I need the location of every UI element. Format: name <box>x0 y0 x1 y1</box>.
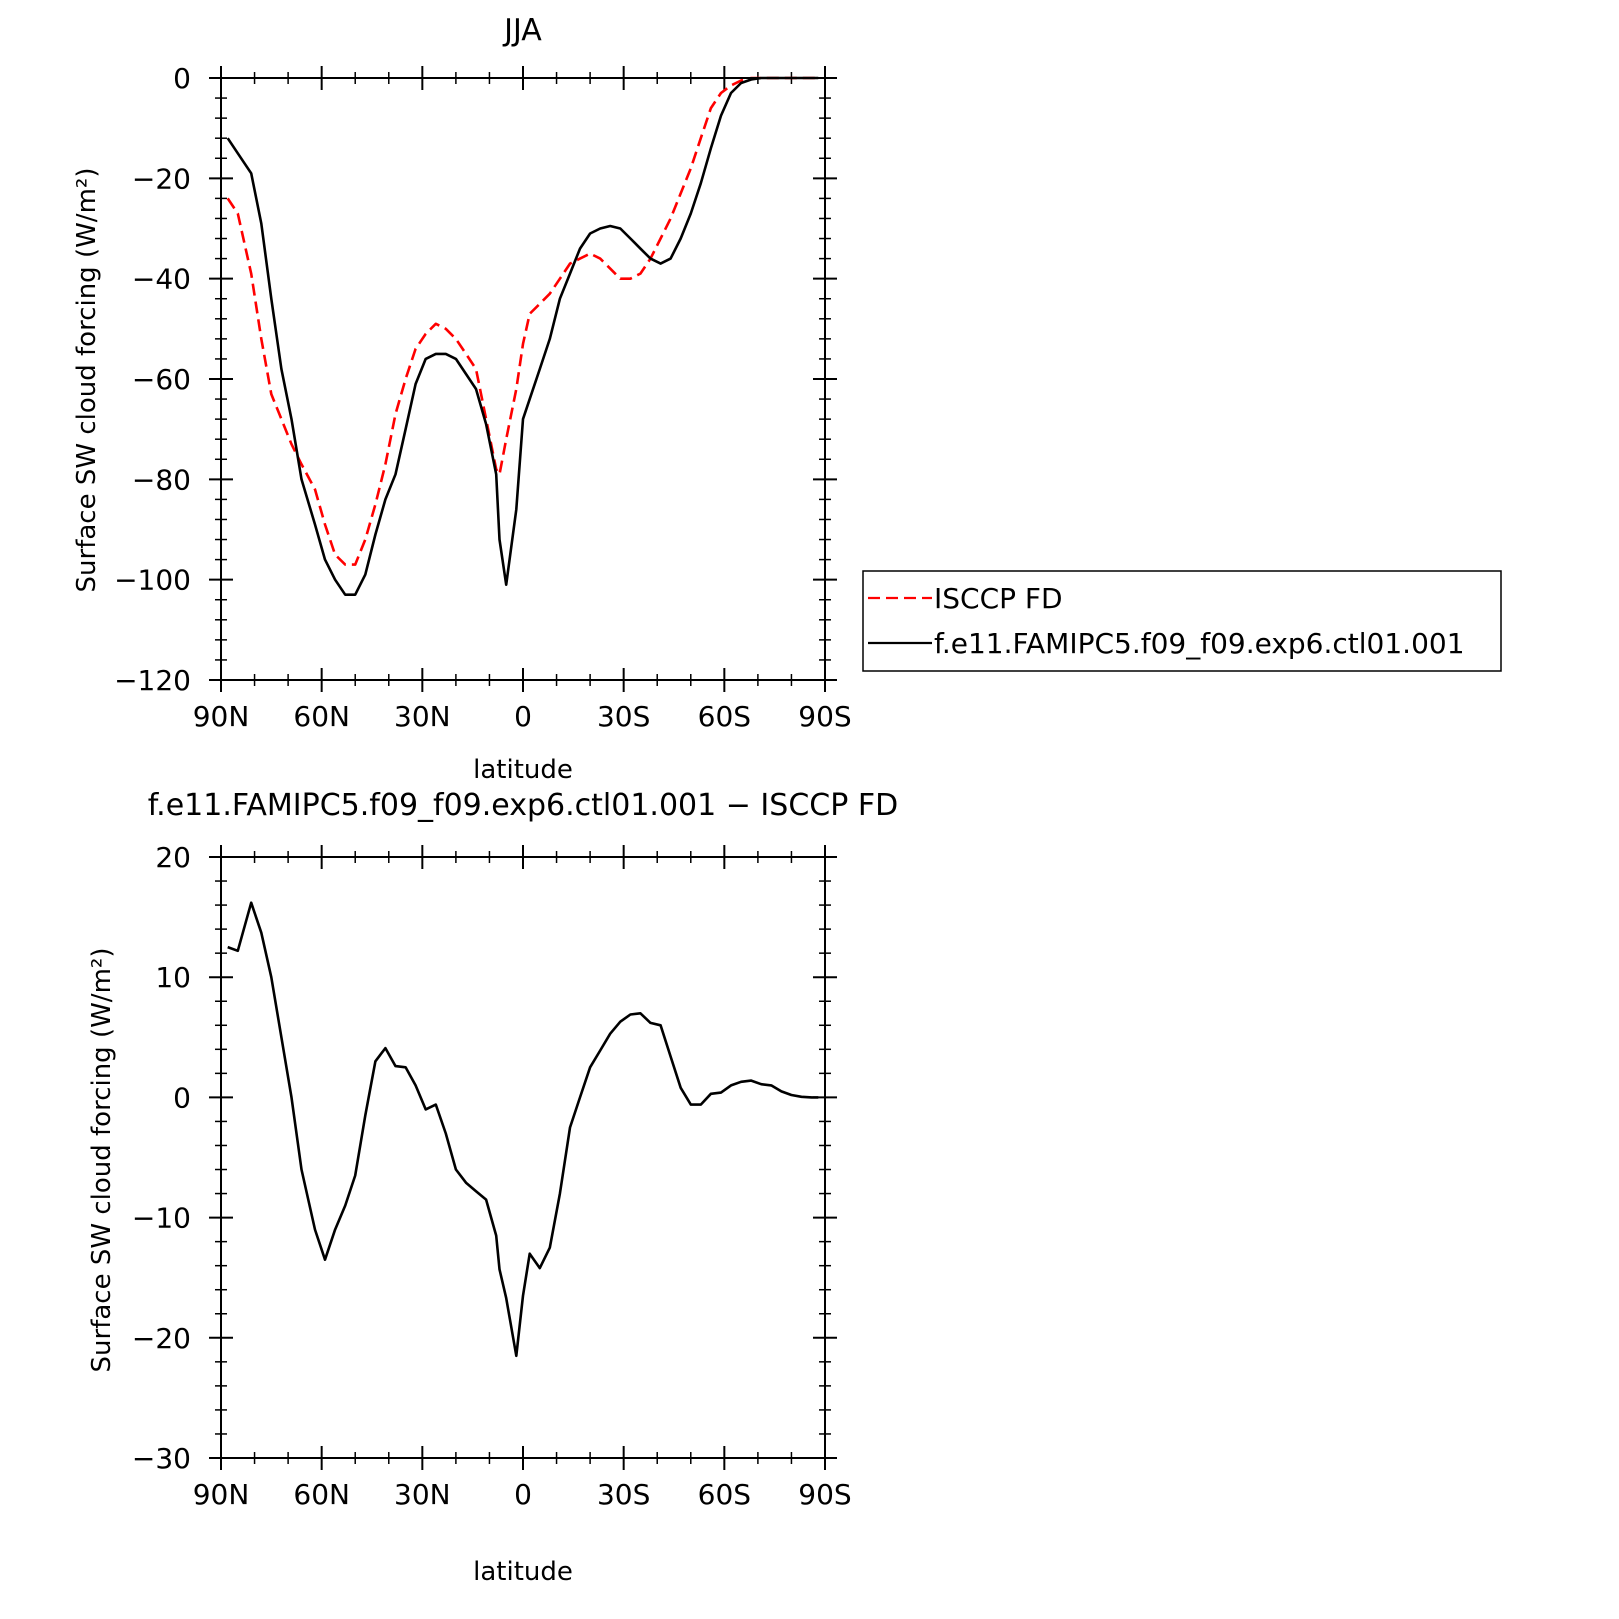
top-panel-y-tick-label: 0 <box>173 62 191 95</box>
bottom-panel-title: f.e11.FAMIPC5.f09_f09.exp6.ctl01.001 − I… <box>148 788 898 823</box>
bottom-panel-series-line-0 <box>227 901 819 1358</box>
top-panel-y-tick-label: −80 <box>132 463 191 496</box>
bottom-panel-x-tick-label: 60S <box>698 1478 751 1511</box>
bottom-panel-y-tick-label: 20 <box>155 841 191 874</box>
top-panel-y-axis-label: Surface SW cloud forcing (W/m²) <box>72 168 102 593</box>
bottom-panel-y-tick-label: −30 <box>132 1442 191 1475</box>
bottom-panel-y-tick-label: 0 <box>173 1081 191 1114</box>
top-panel-frame <box>220 77 826 681</box>
bottom-panel-frame <box>220 856 826 1459</box>
top-panel: JJA Surface SW cloud forcing (W/m²) lati… <box>72 13 1502 785</box>
top-panel-x-tick-label: 90S <box>798 700 851 733</box>
bottom-panel-x-tick-label: 30N <box>394 1478 451 1511</box>
bottom-panel-tick-labels: 90N 60N 30N 0 30S 60S 90S 20 10 0 −10 −20 −30 <box>132 841 852 1511</box>
top-panel-y-tick-label: −40 <box>132 263 191 296</box>
legend-entry-isccp: ISCCP FD <box>934 582 1063 615</box>
top-panel-series <box>226 76 819 597</box>
top-panel-ticks <box>209 66 837 692</box>
bottom-panel: f.e11.FAMIPC5.f09_f09.exp6.ctl01.001 − I… <box>87 788 898 1587</box>
bottom-panel-x-tick-label: 0 <box>514 1478 532 1511</box>
top-panel-series-line-1 <box>226 76 819 597</box>
legend-entry-model: f.e11.FAMIPC5.f09_f09.exp6.ctl01.001 <box>934 627 1465 660</box>
top-panel-series-line-0 <box>226 76 819 566</box>
top-panel-y-tick-label: −60 <box>132 363 191 396</box>
top-panel-x-tick-label: 30S <box>597 700 650 733</box>
bottom-panel-y-tick-label: −20 <box>132 1322 191 1355</box>
top-panel-x-axis-label: latitude <box>473 755 573 785</box>
top-panel-y-tick-label: −120 <box>114 664 191 697</box>
bottom-panel-x-tick-label: 90N <box>193 1478 250 1511</box>
top-panel-x-tick-label: 0 <box>514 700 532 733</box>
bottom-panel-y-tick-label: 10 <box>155 961 191 994</box>
bottom-panel-x-axis-label: latitude <box>473 1557 573 1587</box>
top-panel-y-tick-label: −100 <box>114 564 191 597</box>
top-panel-tick-labels: 90N 60N 30N 0 30S 60S 90S 0 −20 −40 −60 −80 −100 −120 <box>114 62 852 733</box>
bottom-panel-x-tick-label: 30S <box>597 1478 650 1511</box>
bottom-panel-x-tick-label: 90S <box>798 1478 851 1511</box>
legend: ISCCP FD f.e11.FAMIPC5.f09_f09.exp6.ctl0… <box>862 570 1502 672</box>
top-panel-x-tick-label: 60N <box>293 700 350 733</box>
top-panel-title: JJA <box>502 13 542 48</box>
top-panel-y-tick-label: −20 <box>132 162 191 195</box>
top-panel-x-tick-label: 60S <box>698 700 751 733</box>
bottom-panel-series <box>227 901 819 1358</box>
legend-box <box>862 570 1502 672</box>
top-panel-x-tick-label: 90N <box>193 700 250 733</box>
bottom-panel-x-tick-label: 60N <box>293 1478 350 1511</box>
top-panel-x-tick-label: 30N <box>394 700 451 733</box>
bottom-panel-ticks <box>209 845 837 1470</box>
bottom-panel-y-axis-label: Surface SW cloud forcing (W/m²) <box>87 948 117 1373</box>
bottom-panel-y-tick-label: −10 <box>132 1202 191 1235</box>
